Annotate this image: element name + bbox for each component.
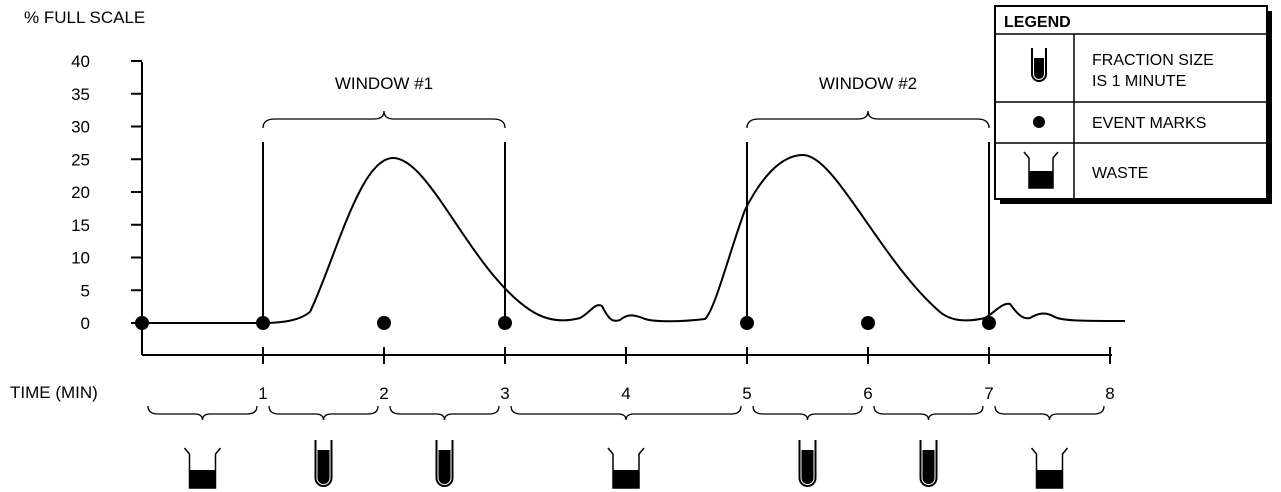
legend-event-marks: EVENT MARKS <box>1092 115 1206 132</box>
event-mark <box>377 316 391 330</box>
y-tick-label: 40 <box>71 52 90 71</box>
y-tick-label: 15 <box>71 216 90 235</box>
event-mark <box>256 316 270 330</box>
collection-brace <box>752 405 863 421</box>
event-mark <box>982 316 996 330</box>
event-mark <box>498 316 512 330</box>
y-tick-label: 35 <box>71 85 90 104</box>
window-bracket <box>746 110 990 129</box>
legend: LEGEND FRACTION SIZE IS 1 MINUTE EVENT M… <box>994 5 1272 204</box>
fraction-tube-icon <box>919 440 938 487</box>
y-tick-label: 30 <box>71 118 90 137</box>
x-tick-label: 5 <box>742 384 751 403</box>
waste-beaker-icon <box>183 447 222 489</box>
y-tick-label: 20 <box>71 183 90 202</box>
legend-fraction-line2: IS 1 MINUTE <box>1092 73 1186 90</box>
x-tick-label: 8 <box>1105 384 1114 403</box>
y-tick-label: 0 <box>81 314 90 333</box>
y-tick-label: 10 <box>71 249 90 268</box>
legend-title: LEGEND <box>1004 14 1071 31</box>
x-tick-label: 2 <box>379 384 388 403</box>
collection-brace <box>389 405 500 421</box>
fraction-tube-icon <box>314 440 333 487</box>
collection-brace <box>510 405 742 421</box>
collection-brace <box>147 405 258 421</box>
collection-brace <box>268 405 379 421</box>
x-axis-title: TIME (MIN) <box>10 383 98 402</box>
legend-waste: WASTE <box>1092 165 1148 182</box>
y-tick-label: 25 <box>71 150 90 169</box>
x-tick-label: 1 <box>258 384 267 403</box>
y-tick-label: 5 <box>81 281 90 300</box>
waste-beaker-icon <box>1030 447 1069 489</box>
event-mark-icon <box>1033 116 1045 128</box>
x-tick-label: 7 <box>984 384 993 403</box>
y-axis-title: % FULL SCALE <box>24 8 145 27</box>
event-mark <box>740 316 754 330</box>
x-tick-label: 6 <box>863 384 872 403</box>
collection-brace <box>994 405 1105 421</box>
event-mark <box>135 316 149 330</box>
fraction-tube-icon <box>798 440 817 487</box>
event-mark <box>861 316 875 330</box>
waste-beaker-icon <box>1023 151 1059 189</box>
fraction-tube-icon <box>435 440 454 487</box>
fraction-tube-icon <box>1031 48 1047 82</box>
window-label: WINDOW #2 <box>819 74 917 93</box>
waste-beaker-icon <box>607 447 645 489</box>
signal-trace <box>142 153 1126 324</box>
x-tick-label: 4 <box>621 384 630 403</box>
collection-brace <box>873 405 984 421</box>
window-bracket <box>262 110 506 129</box>
legend-fraction-line1: FRACTION SIZE <box>1092 52 1214 69</box>
x-tick-label: 3 <box>500 384 509 403</box>
window-label: WINDOW #1 <box>335 74 433 93</box>
